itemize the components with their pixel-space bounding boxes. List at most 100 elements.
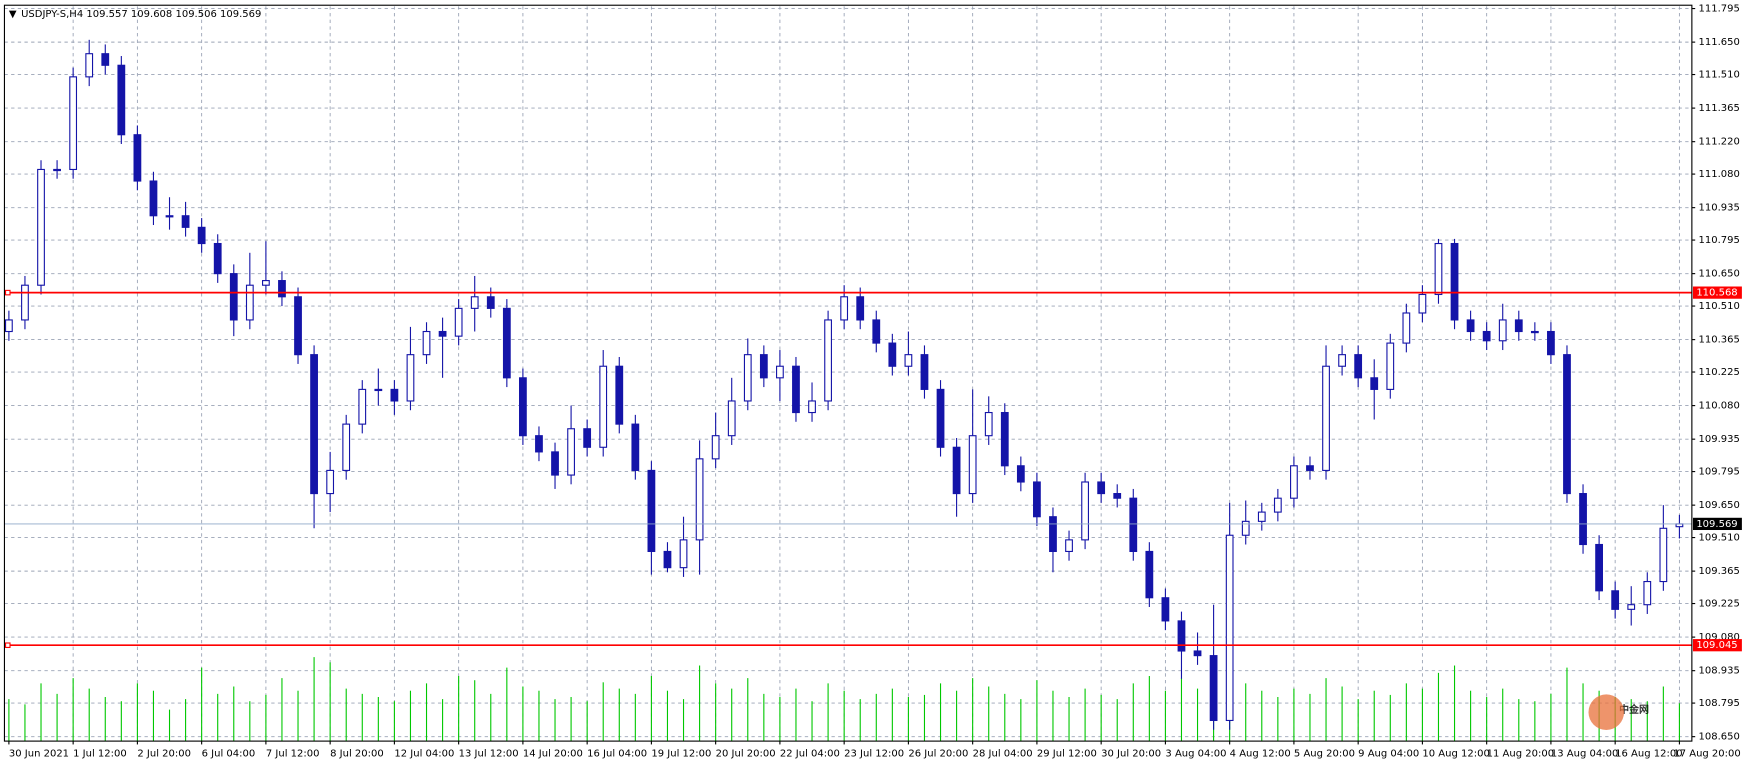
candle-body [1225,534,1234,722]
level-anchor [5,289,11,296]
y-tick-label: 111.365 [1699,103,1740,114]
candle-body [968,435,977,495]
x-tick-label: 30 Jun 2021 [9,748,69,759]
candle-body [502,307,511,379]
candle-body [1418,293,1427,314]
x-tick-label: 14 Jul 20:00 [523,748,583,759]
x-tick-label: 3 Aug 04:00 [1165,748,1226,759]
x-tick-label: 16 Jul 04:00 [587,748,647,759]
candle-body [101,53,110,66]
candle-body [1370,377,1379,390]
candle-body [904,354,913,367]
candle-body [262,280,270,286]
y-tick-label: 109.795 [1699,467,1740,478]
candle-body [567,428,575,476]
candle-body [229,273,238,321]
x-tick-label: 6 Jul 04:00 [202,748,256,759]
level-label: 110.568 [1696,288,1737,299]
open-value: 109.557 [86,9,127,20]
y-tick-label: 108.935 [1699,666,1740,677]
candle-body [374,388,383,392]
candle-body [824,319,832,402]
candle-body [1273,497,1282,513]
candle-body [984,411,993,437]
candle-body [776,365,784,379]
candle-body [406,354,415,402]
candle-body [470,296,479,309]
x-tick-label: 22 Jul 04:00 [780,748,840,759]
candle-body [695,458,704,541]
watermark-logo [1588,694,1625,730]
candle-body [1386,342,1395,390]
level-label-box [1692,639,1742,652]
candle-body [133,134,142,182]
candle-body [1049,516,1057,553]
candle-body [1257,511,1266,522]
candle-body [856,296,865,321]
candle-body [872,319,881,344]
y-tick-label: 111.080 [1699,169,1740,180]
candle-body [1322,365,1330,471]
candle-body [1482,330,1491,342]
candle-body [454,307,463,337]
candle-body [759,354,768,379]
x-tick-label: 10 Aug 12:00 [1422,748,1489,759]
y-tick-label: 110.935 [1699,203,1740,214]
plot-frame [3,4,1693,742]
y-tick-label: 109.650 [1699,500,1740,511]
candle-body [326,469,335,495]
candle-body [1354,354,1363,379]
candle-body [727,400,736,437]
watermark: 中金网 [1619,703,1649,716]
candle-body [792,365,800,414]
candle-body [936,388,945,448]
y-tick-label: 110.650 [1699,269,1740,280]
y-tick-label: 111.795 [1699,4,1740,15]
candle-body [1659,527,1668,583]
x-tick-label: 4 Aug 12:00 [1230,748,1291,759]
candle-body [438,330,447,337]
candle-body [181,215,190,228]
y-tick-label: 109.365 [1699,566,1740,577]
candle-body [197,226,206,245]
x-tick-label: 7 Jul 12:00 [266,748,320,759]
candle-body [1402,312,1411,344]
candle-body [1530,330,1539,334]
x-tick-label: 9 Aug 04:00 [1358,748,1419,759]
candle-body [952,446,961,495]
candle-body [390,388,399,402]
y-tick-label: 108.650 [1699,732,1740,743]
level-label-box [1692,286,1742,299]
candle-body [1466,319,1475,333]
candle-body [631,423,640,471]
candle-body [1595,543,1603,592]
candle-body [1547,330,1555,356]
candle-body [1065,539,1073,553]
x-tick-label: 17 Aug 20:00 [1673,748,1740,759]
y-tick-label: 109.510 [1699,533,1740,544]
candle-body [1145,550,1154,599]
candle-body [1033,481,1041,518]
x-tick-label: 30 Jul 20:00 [1101,748,1161,759]
y-tick-label: 109.225 [1699,599,1740,610]
candle-body [1611,590,1620,610]
candle-body [1450,242,1459,321]
candle-body [920,354,929,390]
candle-body [1563,354,1571,495]
candle-body [1434,242,1443,296]
candle-body [486,296,495,309]
candle-body [711,435,720,460]
candle-body [1177,620,1186,652]
candle-body [278,280,286,298]
candle-body [1579,493,1587,546]
x-tick-label: 13 Jul 12:00 [459,748,519,759]
y-tick-label: 110.795 [1699,235,1740,246]
x-tick-label: 26 Jul 20:00 [908,748,968,759]
candle-body [647,469,656,553]
x-tick-label: 19 Jul 12:00 [651,748,711,759]
close-value: 109.569 [220,9,261,20]
candle-body [1097,481,1106,495]
candle-body [245,284,254,321]
